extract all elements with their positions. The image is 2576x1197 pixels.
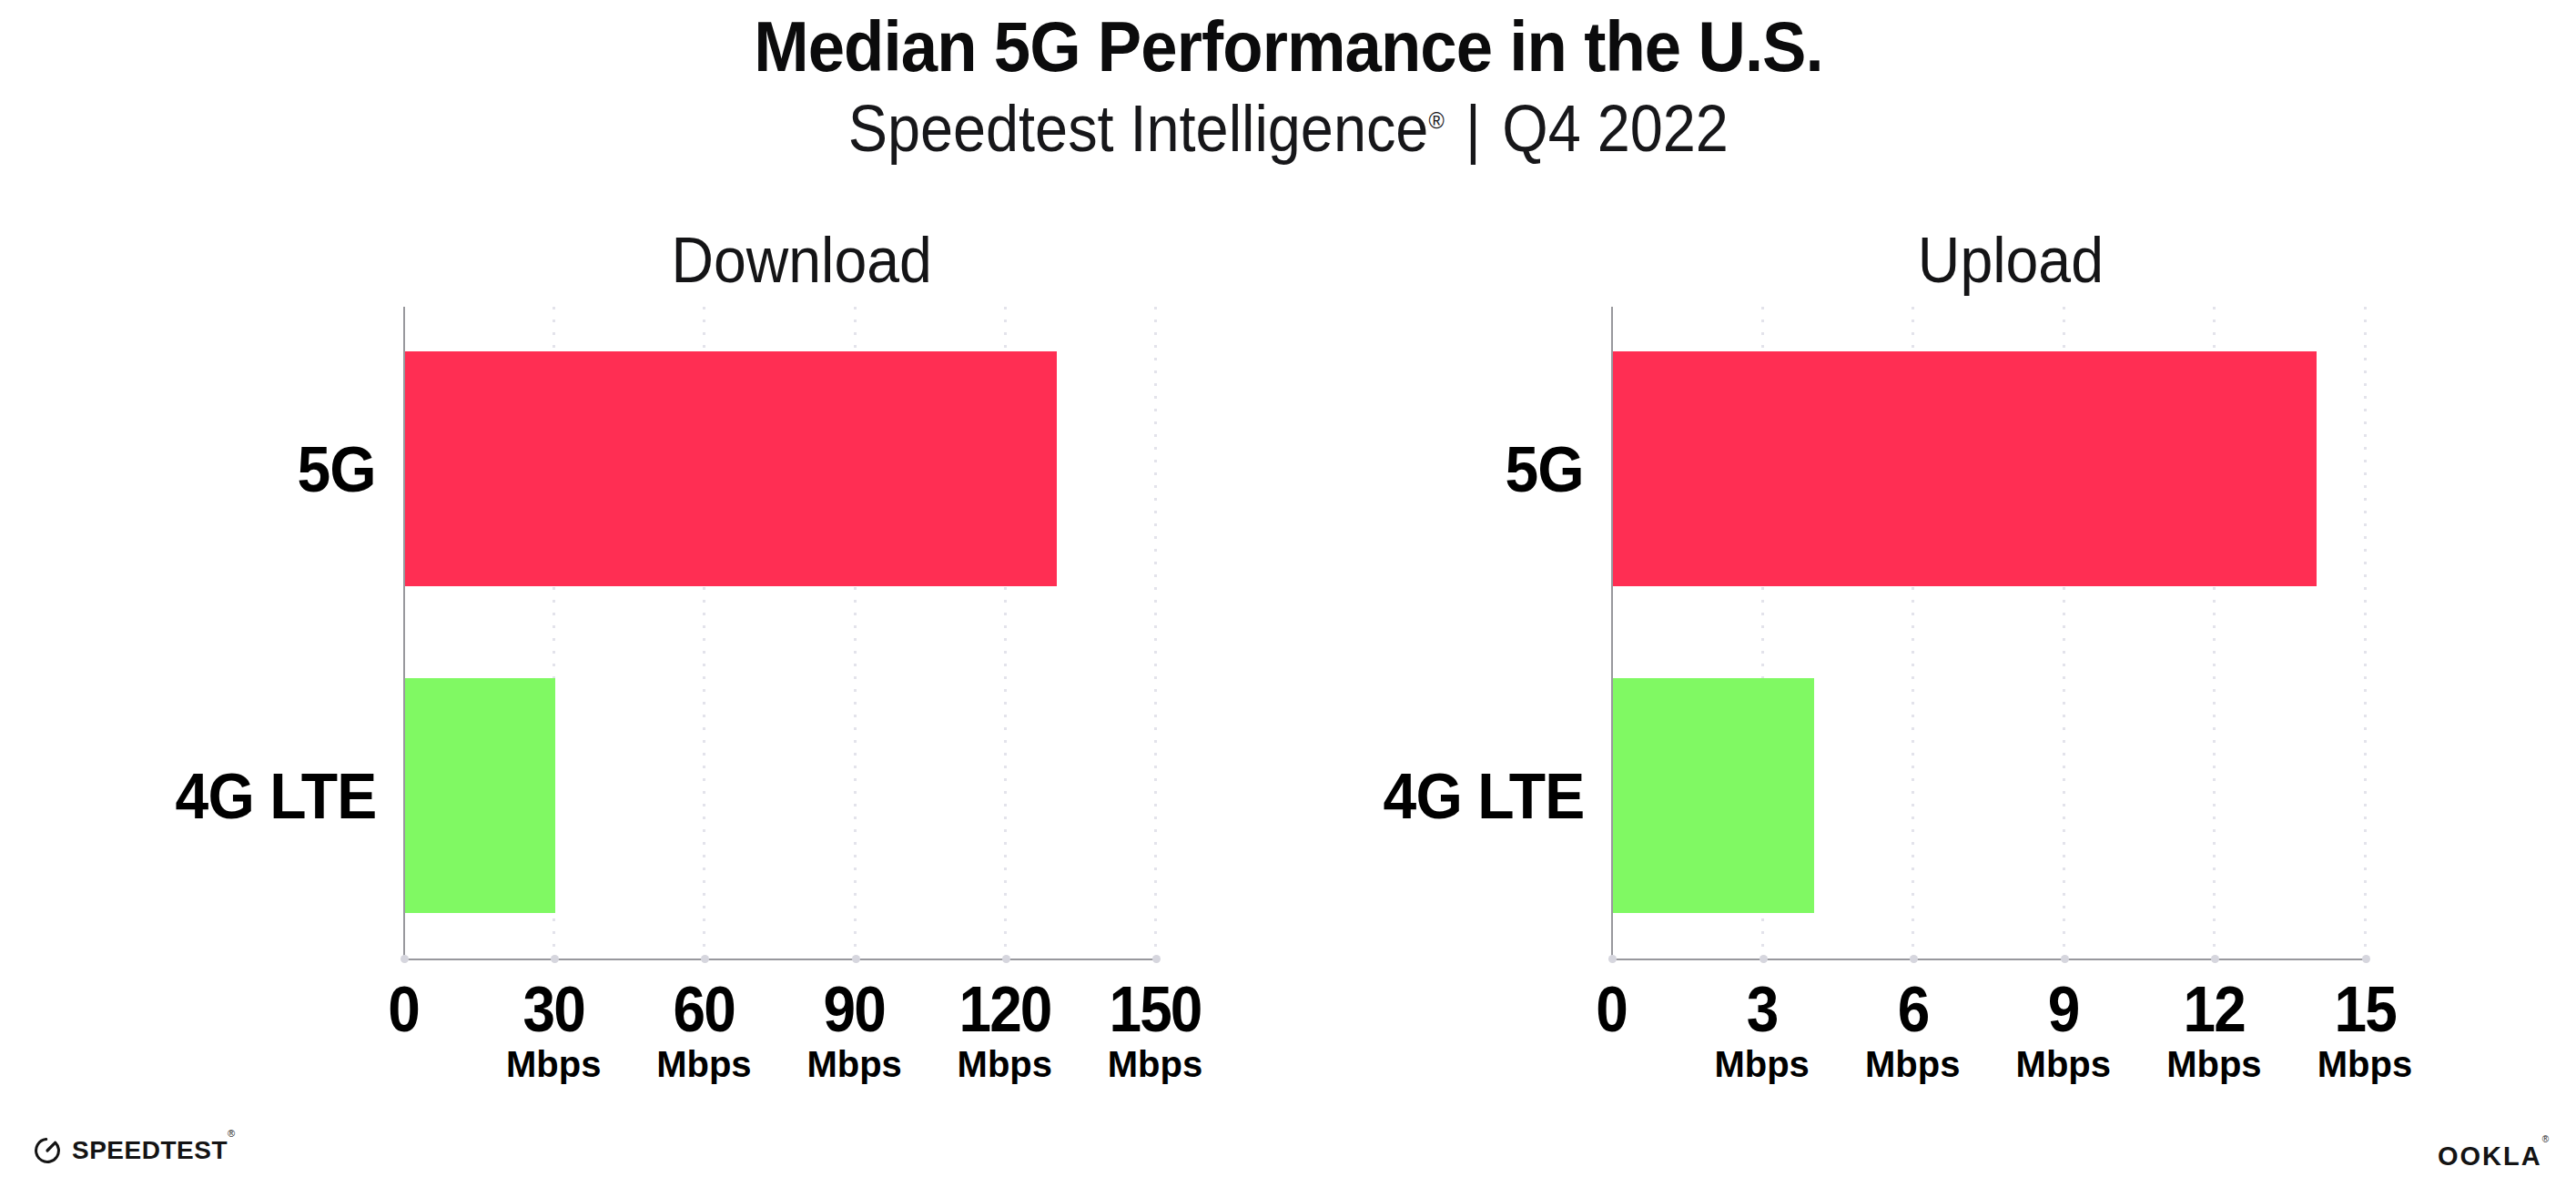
axis-tick-dot xyxy=(401,955,409,963)
bar-5g-download xyxy=(405,351,1057,586)
download-chart-plot xyxy=(403,307,1157,960)
tick-unit-label: Mbps xyxy=(1865,1045,1960,1083)
tick-unit-label: Mbps xyxy=(2166,1045,2261,1083)
speedtest-gauge-icon xyxy=(33,1136,62,1165)
ookla-wordmark: OOKLA xyxy=(2438,1141,2542,1171)
axis-tick-dot xyxy=(551,955,559,963)
subtitle-period: Q4 2022 xyxy=(1502,92,1729,165)
axis-tick-dot xyxy=(852,955,860,963)
chart-canvas: Median 5G Performance in the U.S. Speedt… xyxy=(0,0,2576,1197)
gridline-150-mbps xyxy=(1154,307,1157,959)
speedtest-wordmark: SPEEDTEST xyxy=(72,1136,228,1164)
bar-5g-upload xyxy=(1613,351,2317,586)
tick-label-30: 30Mbps xyxy=(506,976,601,1083)
upload-chart-title: Upload xyxy=(1634,224,2388,297)
ookla-registered-mark: ® xyxy=(2542,1134,2549,1144)
tick-label-0: 0 xyxy=(386,976,421,1043)
page-title: Median 5G Performance in the U.S. xyxy=(0,5,2576,88)
category-label-5g: 5G xyxy=(291,432,376,506)
tick-label-120: 120Mbps xyxy=(954,976,1056,1083)
tick-label-12: 12Mbps xyxy=(2166,976,2261,1083)
axis-tick-dot xyxy=(701,955,709,963)
bar-4g-lte-download xyxy=(405,678,555,913)
tick-label-3: 3Mbps xyxy=(1714,976,1809,1083)
tick-unit-label: Mbps xyxy=(806,1045,901,1083)
axis-tick-dot xyxy=(1152,955,1161,963)
tick-label-150: 150Mbps xyxy=(1104,976,1206,1083)
page-title-text: Median 5G Performance in the U.S. xyxy=(754,5,1823,88)
speedtest-registered-mark: ® xyxy=(228,1128,235,1139)
axis-tick-dot xyxy=(1002,955,1010,963)
tick-label-0: 0 xyxy=(1594,976,1628,1043)
axis-tick-dot xyxy=(2211,955,2219,963)
page-subtitle: Speedtest Intelligence® | Q4 2022 xyxy=(0,91,2576,166)
gridline-15-mbps xyxy=(2364,307,2367,959)
axis-tick-dot xyxy=(2061,955,2069,963)
axis-tick-dot xyxy=(1760,955,1768,963)
subtitle-brand: Speedtest Intelligence xyxy=(847,92,1428,165)
tick-label-60: 60Mbps xyxy=(656,976,751,1083)
tick-unit-label: Mbps xyxy=(2016,1045,2111,1083)
tick-label-6: 6Mbps xyxy=(1865,976,1960,1083)
tick-unit-label: Mbps xyxy=(2317,1045,2412,1083)
category-label-4g-lte: 4G LTE xyxy=(160,759,376,833)
tick-unit-label: Mbps xyxy=(506,1045,601,1083)
tick-label-15: 15Mbps xyxy=(2317,976,2412,1083)
tick-label-9: 9Mbps xyxy=(2016,976,2111,1083)
bar-4g-lte-upload xyxy=(1613,678,1814,913)
tick-unit-label: Mbps xyxy=(1104,1045,1206,1083)
speedtest-logo: SPEEDTEST® xyxy=(33,1136,235,1165)
axis-tick-dot xyxy=(2362,955,2370,963)
download-chart-title: Download xyxy=(426,224,1178,297)
ookla-logo: OOKLA® xyxy=(2438,1141,2549,1172)
category-label-5g: 5G xyxy=(1499,432,1584,506)
tick-unit-label: Mbps xyxy=(1714,1045,1809,1083)
axis-tick-dot xyxy=(1910,955,1918,963)
axis-tick-dot xyxy=(1608,955,1617,963)
subtitle-divider: | xyxy=(1465,92,1481,165)
tick-unit-label: Mbps xyxy=(656,1045,751,1083)
tick-unit-label: Mbps xyxy=(954,1045,1056,1083)
upload-chart-plot xyxy=(1611,307,2367,960)
tick-label-90: 90Mbps xyxy=(806,976,901,1083)
category-label-4g-lte: 4G LTE xyxy=(1368,759,1584,833)
registered-mark: ® xyxy=(1428,107,1444,134)
